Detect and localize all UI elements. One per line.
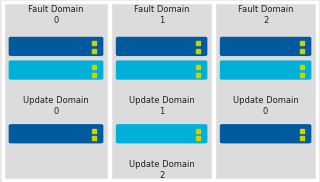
Text: Update Domain
1: Update Domain 1 bbox=[129, 96, 195, 116]
FancyBboxPatch shape bbox=[110, 2, 213, 180]
FancyBboxPatch shape bbox=[9, 124, 103, 143]
Text: Fault Domain
0: Fault Domain 0 bbox=[28, 5, 84, 25]
FancyBboxPatch shape bbox=[116, 37, 207, 56]
FancyBboxPatch shape bbox=[220, 60, 311, 80]
FancyBboxPatch shape bbox=[220, 37, 311, 56]
FancyBboxPatch shape bbox=[214, 2, 317, 180]
Text: Update Domain
2: Update Domain 2 bbox=[129, 160, 195, 180]
Text: Update Domain
0: Update Domain 0 bbox=[233, 96, 299, 116]
FancyBboxPatch shape bbox=[9, 60, 103, 80]
FancyBboxPatch shape bbox=[9, 37, 103, 56]
FancyBboxPatch shape bbox=[116, 60, 207, 80]
FancyBboxPatch shape bbox=[116, 124, 207, 143]
FancyBboxPatch shape bbox=[3, 2, 109, 180]
FancyBboxPatch shape bbox=[220, 124, 311, 143]
Text: Update Domain
0: Update Domain 0 bbox=[23, 96, 89, 116]
Text: Fault Domain
1: Fault Domain 1 bbox=[134, 5, 189, 25]
Text: Fault Domain
2: Fault Domain 2 bbox=[238, 5, 293, 25]
